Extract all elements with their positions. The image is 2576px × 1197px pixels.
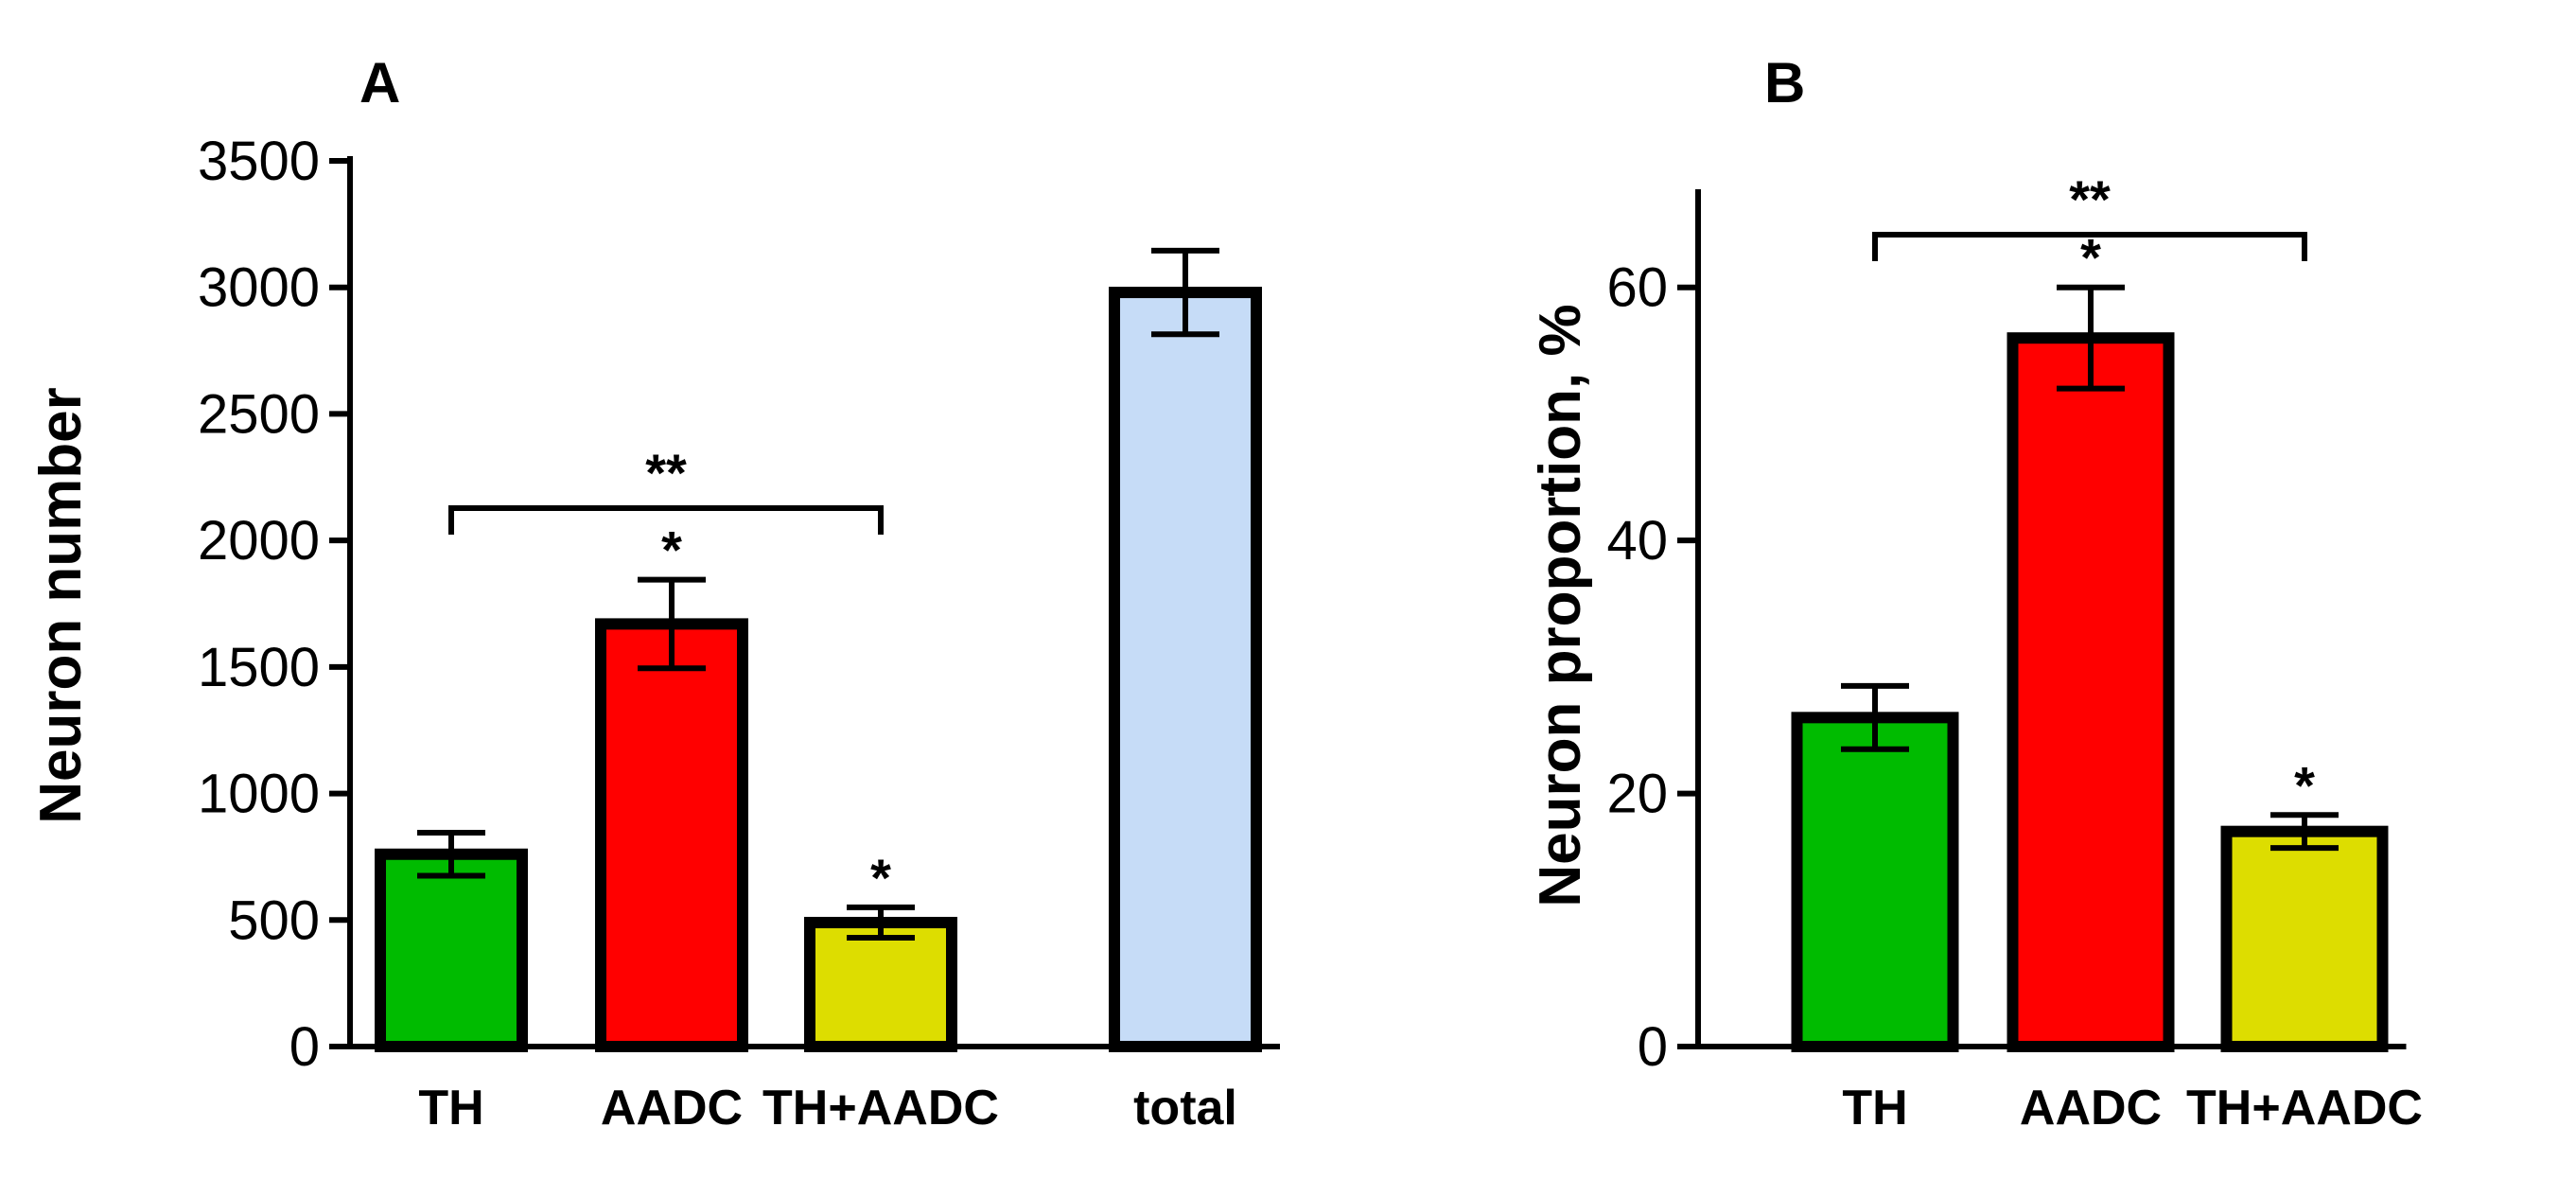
category-label: TH — [1842, 1081, 1907, 1135]
bracket-label: ** — [645, 443, 687, 502]
bar-th-aadc — [2220, 825, 2389, 1053]
category-label: TH+AADC — [762, 1081, 999, 1135]
y-tick-label: 1500 — [198, 637, 320, 698]
panel-label: B — [1764, 51, 1805, 114]
bar-aadc — [2006, 332, 2175, 1052]
significance-marker: * — [2080, 228, 2101, 288]
significance-bracket — [448, 505, 884, 535]
bar-aadc — [595, 618, 748, 1052]
significance-marker: * — [870, 848, 891, 907]
panel-b: B Neuron proportion, % 0 20 40 60 TH * AADC * TH+A… — [1528, 51, 2423, 1135]
category-label: TH — [418, 1081, 483, 1135]
significance-bracket — [1872, 232, 2307, 261]
y-tick-label: 3000 — [198, 257, 320, 319]
bar-th-aadc — [804, 916, 957, 1053]
y-tick-label: 60 — [1606, 257, 1668, 319]
category-label: AADC — [601, 1081, 743, 1135]
panel-a: A Neuron number 0 500 1000 1500 2000 2500 3000 35… — [28, 51, 1280, 1135]
bracket-label: ** — [2069, 169, 2111, 229]
y-tick-label: 0 — [1638, 1016, 1668, 1078]
y-tick-label: 2500 — [198, 383, 320, 445]
y-tick-label: 500 — [228, 889, 320, 951]
category-label: AADC — [2020, 1081, 2162, 1135]
category-label: total — [1133, 1081, 1237, 1135]
y-axis-title: Neuron proportion, % — [1528, 304, 1593, 907]
y-tick-label: 3500 — [198, 131, 320, 192]
y-tick-label: 0 — [289, 1016, 320, 1078]
y-tick-label: 1000 — [198, 764, 320, 825]
bar-total — [1109, 287, 1262, 1052]
panel-label: A — [359, 51, 400, 114]
significance-marker: * — [2294, 755, 2315, 815]
bar-th — [375, 848, 528, 1052]
y-tick-label: 20 — [1606, 764, 1668, 825]
y-tick-label: 40 — [1606, 510, 1668, 572]
y-axis-title: Neuron number — [28, 387, 94, 824]
y-tick-label: 2000 — [198, 510, 320, 572]
significance-marker: * — [661, 520, 682, 580]
category-label: TH+AADC — [2186, 1081, 2423, 1135]
bar-th — [1791, 712, 1959, 1052]
